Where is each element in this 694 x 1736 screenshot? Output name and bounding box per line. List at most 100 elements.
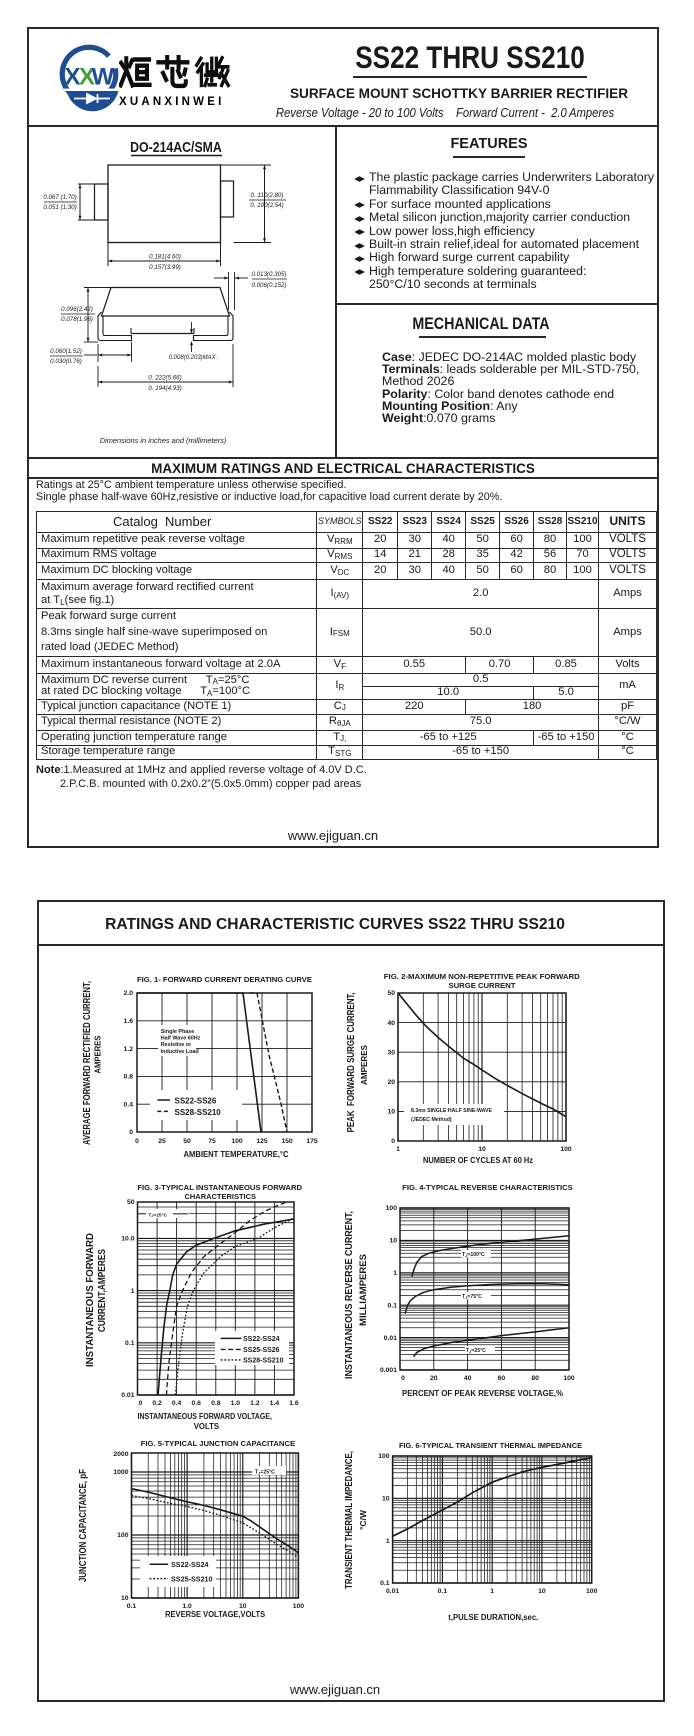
svg-text:0.4: 0.4: [124, 1101, 134, 1108]
svg-text:10: 10: [382, 1496, 390, 1503]
svg-text:TJ=25°C: TJ=25°C: [148, 1212, 167, 1218]
svg-text:JUNCTION CAPACITANCE, pF: JUNCTION CAPACITANCE, pF: [77, 1469, 89, 1582]
svg-text:1.6: 1.6: [289, 1400, 299, 1407]
svg-text:0.01: 0.01: [384, 1335, 397, 1342]
svg-text:100: 100: [293, 1603, 305, 1610]
svg-text:TJ=25°C: TJ=25°C: [255, 1470, 275, 1476]
svg-text:20: 20: [387, 1079, 395, 1086]
svg-text:SURGE CURRENT: SURGE CURRENT: [449, 981, 517, 990]
svg-text:75: 75: [208, 1138, 216, 1145]
svg-text:VOLTS: VOLTS: [194, 1421, 220, 1431]
svg-text:50: 50: [387, 990, 395, 997]
svg-text:10: 10: [387, 1109, 395, 1116]
svg-text:0.013(0.305): 0.013(0.305): [251, 271, 286, 278]
svg-text:30: 30: [387, 1049, 395, 1056]
svg-text:100: 100: [563, 1375, 575, 1382]
svg-text:SS25-SS26: SS25-SS26: [243, 1347, 280, 1354]
svg-text:PEAK FORWARD SURGE CURRENT,: PEAK FORWARD SURGE CURRENT,: [345, 992, 357, 1132]
svg-text:0. 100(2.54): 0. 100(2.54): [250, 202, 283, 209]
svg-text:1: 1: [386, 1538, 390, 1545]
svg-text:AMPERES: AMPERES: [359, 1045, 369, 1085]
svg-text:0.030(0.76): 0.030(0.76): [50, 358, 82, 365]
svg-text:100: 100: [231, 1138, 243, 1145]
svg-text:0.008(0.203)MAX.: 0.008(0.203)MAX.: [169, 355, 218, 361]
svg-text:INSTANTANEOUS FORWARD VOLTAGE,: INSTANTANEOUS FORWARD VOLTAGE,: [138, 1411, 273, 1421]
svg-text:SS22-SS24: SS22-SS24: [243, 1336, 280, 1343]
svg-text:0.1: 0.1: [388, 1302, 398, 1309]
svg-text:INSTANTANEOUS FORWARD: INSTANTANEOUS FORWARD: [84, 1233, 96, 1367]
svg-text:AVERAGE FORWARD RECTIFIED CURR: AVERAGE FORWARD RECTIFIED CURRENT,: [81, 981, 93, 1145]
svg-text:25: 25: [158, 1138, 166, 1145]
svg-text:10: 10: [121, 1595, 129, 1602]
svg-text:X: X: [79, 64, 95, 91]
svg-text:100: 100: [386, 1205, 398, 1212]
svg-text:100: 100: [560, 1146, 572, 1153]
svg-text:0.067 (1.70): 0.067 (1.70): [43, 194, 76, 201]
svg-text:1.0: 1.0: [231, 1400, 241, 1407]
svg-text:TJ=100°C: TJ=100°C: [462, 1252, 485, 1258]
svg-text:W: W: [92, 64, 115, 91]
svg-text:t,PULSE DURATION,sec.: t,PULSE DURATION,sec.: [448, 1612, 538, 1622]
svg-text:1000: 1000: [113, 1469, 128, 1476]
svg-text:MILLIAMPERES: MILLIAMPERES: [358, 1254, 368, 1326]
svg-text:1.2: 1.2: [124, 1046, 134, 1053]
svg-text:0.181(4.60): 0.181(4.60): [149, 254, 181, 261]
svg-text:150: 150: [281, 1138, 293, 1145]
svg-text:FIG. 2-MAXIMUM NON-REPETITIVE: FIG. 2-MAXIMUM NON-REPETITIVE PEAK FORWA…: [384, 972, 581, 981]
svg-text:Resistive or: Resistive or: [161, 1042, 192, 1048]
svg-text:0.096(2.42): 0.096(2.42): [61, 306, 93, 313]
svg-text:8.3ms SINGLE HALF SINE-WAVE: 8.3ms SINGLE HALF SINE-WAVE: [411, 1108, 492, 1114]
svg-text:Dimensions in inches and (mill: Dimensions in inches and (millimeters): [100, 436, 227, 445]
svg-text:TJ=75°C: TJ=75°C: [462, 1294, 482, 1300]
svg-text:1: 1: [131, 1288, 135, 1295]
svg-text:2000: 2000: [113, 1451, 128, 1458]
svg-text:X: X: [65, 64, 81, 91]
svg-text:0.006(0.152): 0.006(0.152): [251, 282, 286, 289]
svg-text:FIG. 4-TYPICAL REVERSE CHARACT: FIG. 4-TYPICAL REVERSE CHARACTERISTICS: [402, 1183, 573, 1192]
svg-text:CURRENT,AMPERES: CURRENT,AMPERES: [96, 1249, 108, 1332]
svg-text:FIG. 6-TYPICAL TRANSIENT THERM: FIG. 6-TYPICAL TRANSIENT THERMAL IMPEDAN…: [399, 1441, 582, 1450]
svg-text:SS22-SS26: SS22-SS26: [175, 1096, 217, 1105]
svg-text:2.0: 2.0: [124, 990, 134, 997]
svg-text:125: 125: [256, 1138, 268, 1145]
svg-text:SS28-SS210: SS28-SS210: [243, 1357, 284, 1364]
svg-text:SS28-SS210: SS28-SS210: [175, 1108, 222, 1117]
svg-text:0.8: 0.8: [211, 1400, 221, 1407]
svg-text:80: 80: [531, 1375, 539, 1382]
svg-text:0.1: 0.1: [438, 1588, 448, 1595]
svg-text:INSTANTANEOUS REVERSE CURRENT,: INSTANTANEOUS REVERSE CURRENT,: [343, 1211, 355, 1379]
svg-text:AMPERES: AMPERES: [93, 1035, 103, 1073]
svg-text:0: 0: [135, 1138, 139, 1145]
svg-text:50: 50: [183, 1138, 191, 1145]
svg-text:0. 222(5.66): 0. 222(5.66): [148, 375, 181, 382]
svg-text:0.1: 0.1: [125, 1340, 135, 1347]
svg-text:CHARACTERISTICS: CHARACTERISTICS: [185, 1192, 257, 1201]
svg-text:1: 1: [490, 1588, 494, 1595]
svg-text:0: 0: [391, 1138, 395, 1145]
svg-text:Single Phase: Single Phase: [161, 1029, 195, 1035]
svg-text:SS22-SS24: SS22-SS24: [171, 1560, 209, 1569]
svg-text:SS25-SS210: SS25-SS210: [171, 1574, 213, 1583]
svg-text:0.2: 0.2: [152, 1400, 162, 1407]
svg-text:1.2: 1.2: [250, 1400, 260, 1407]
svg-text:Half Wave 60Hz: Half Wave 60Hz: [161, 1036, 201, 1042]
svg-text:100: 100: [586, 1588, 598, 1595]
svg-text:100: 100: [117, 1532, 129, 1539]
svg-text:0.1: 0.1: [127, 1603, 137, 1610]
svg-text:10: 10: [239, 1603, 247, 1610]
svg-text:0.4: 0.4: [172, 1400, 182, 1407]
svg-text:Inductive Load: Inductive Load: [161, 1049, 199, 1055]
svg-text:0. 110(2.80): 0. 110(2.80): [251, 192, 284, 199]
svg-text:10: 10: [389, 1238, 397, 1245]
svg-text:40: 40: [387, 1020, 395, 1027]
svg-text:0.051 (1.30): 0.051 (1.30): [43, 204, 76, 211]
svg-text:0.6: 0.6: [191, 1400, 201, 1407]
svg-text:0: 0: [129, 1129, 133, 1136]
svg-text:1: 1: [396, 1146, 400, 1153]
svg-text:FIG. 5-TYPICAL JUNCTION CAPACI: FIG. 5-TYPICAL JUNCTION CAPACITANCE: [141, 1439, 295, 1448]
svg-text:0.060(1.52): 0.060(1.52): [50, 348, 82, 355]
svg-text:0.078(1.98): 0.078(1.98): [61, 316, 93, 323]
svg-text:10.0: 10.0: [121, 1236, 134, 1243]
svg-text:0.001: 0.001: [380, 1367, 397, 1374]
svg-text:FIG. 3-TYPICAL INSTANTANEOUS F: FIG. 3-TYPICAL INSTANTANEOUS FORWARD: [137, 1183, 302, 1192]
